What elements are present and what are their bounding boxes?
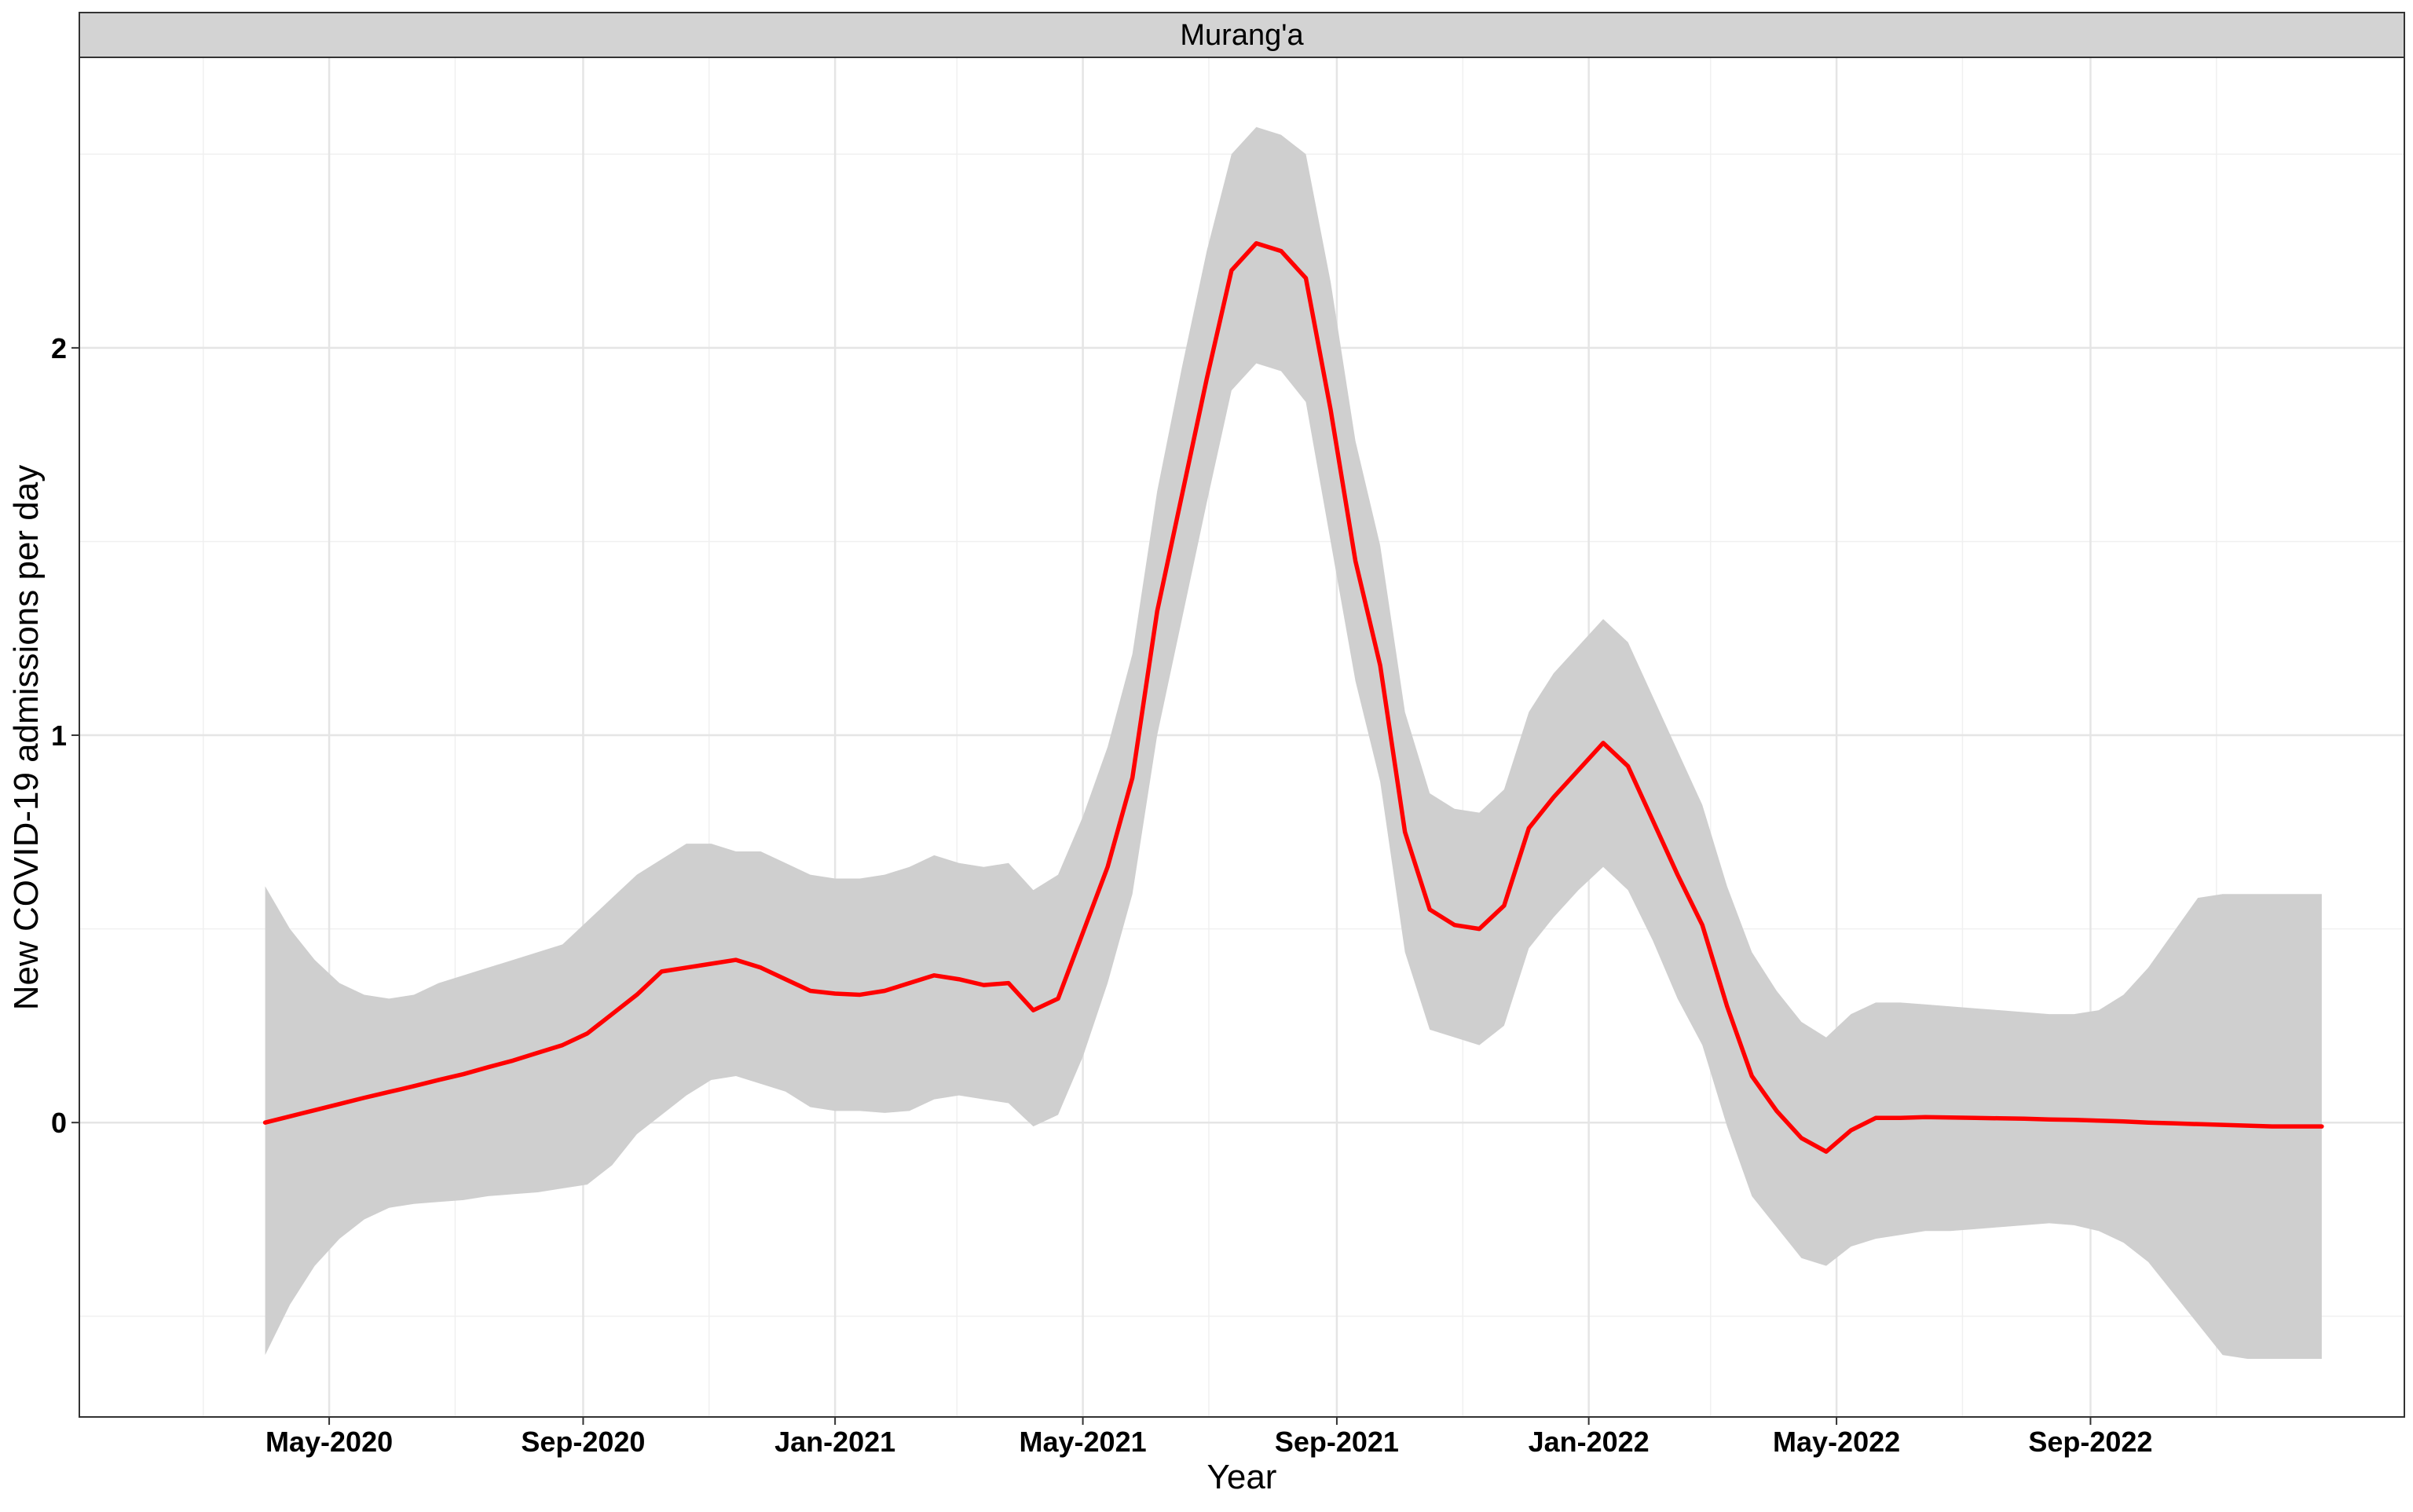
confidence-ribbon [265, 126, 2322, 1360]
trend-line [262, 240, 2324, 1154]
x-tick-label: Sep-2021 [1275, 1426, 1399, 1458]
y-axis-ticks: 0 1 2 [51, 332, 79, 1139]
facet-strip: Murang'a [79, 12, 2405, 58]
x-tick-label: May-2021 [1020, 1426, 1147, 1458]
facet-strip-label: Murang'a [1180, 19, 1304, 52]
y-tick-label: 1 [51, 719, 67, 752]
x-tick-label: May-2020 [265, 1426, 393, 1458]
x-tick-label: Sep-2020 [521, 1426, 645, 1458]
y-tick-label: 2 [51, 332, 67, 364]
line-layer [262, 240, 2324, 1154]
x-tick-label: Jan-2022 [1529, 1426, 1650, 1458]
x-axis-ticks: May-2020 Sep-2020 Jan-2021 May-2021 Sep-2021… [265, 1417, 2152, 1458]
x-tick-label: May-2022 [1773, 1426, 1900, 1458]
y-axis-title: New COVID-19 admissions per day [7, 465, 46, 1010]
y-tick-label: 0 [51, 1107, 67, 1139]
x-axis-title: Year [1207, 1458, 1277, 1496]
ribbon-layer [265, 126, 2322, 1360]
x-tick-label: Sep-2022 [2028, 1426, 2152, 1458]
facet-strip-background [79, 12, 2405, 58]
x-tick-label: Jan-2021 [774, 1426, 895, 1458]
